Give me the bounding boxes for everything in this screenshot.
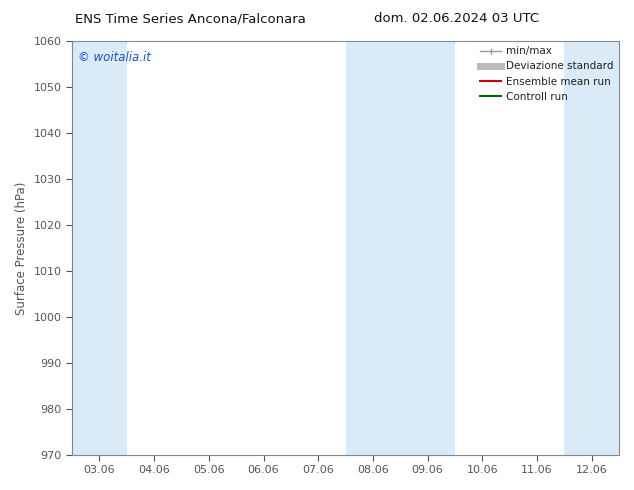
Text: ENS Time Series Ancona/Falconara: ENS Time Series Ancona/Falconara (75, 12, 306, 25)
Text: dom. 02.06.2024 03 UTC: dom. 02.06.2024 03 UTC (374, 12, 539, 25)
Legend: min/max, Deviazione standard, Ensemble mean run, Controll run: min/max, Deviazione standard, Ensemble m… (477, 43, 617, 105)
Y-axis label: Surface Pressure (hPa): Surface Pressure (hPa) (15, 181, 28, 315)
Bar (564, 41, 619, 455)
Text: © woitalia.it: © woitalia.it (77, 51, 150, 64)
Bar (346, 41, 455, 455)
Bar (72, 41, 127, 455)
